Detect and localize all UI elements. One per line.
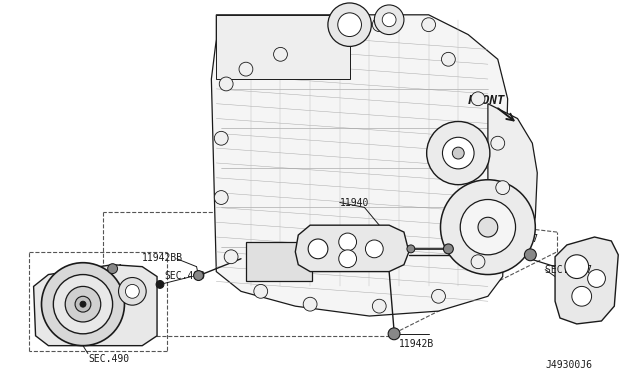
Circle shape (478, 217, 498, 237)
Circle shape (442, 52, 455, 66)
Text: 11942B: 11942B (399, 339, 435, 349)
Circle shape (338, 13, 362, 36)
Polygon shape (246, 242, 312, 282)
Circle shape (382, 13, 396, 27)
Circle shape (374, 5, 404, 35)
Circle shape (407, 245, 415, 253)
Polygon shape (555, 237, 618, 324)
Circle shape (125, 285, 140, 298)
Circle shape (118, 278, 146, 305)
Circle shape (372, 18, 386, 32)
Text: SEC.117: SEC.117 (498, 234, 539, 244)
Circle shape (471, 92, 485, 106)
Text: SEC. 117: SEC. 117 (545, 265, 592, 275)
Circle shape (308, 239, 328, 259)
Circle shape (431, 289, 445, 303)
Circle shape (75, 296, 91, 312)
Circle shape (65, 286, 100, 322)
Circle shape (442, 137, 474, 169)
Circle shape (339, 233, 356, 251)
Circle shape (328, 3, 371, 46)
Circle shape (53, 275, 113, 334)
Circle shape (224, 250, 238, 264)
Circle shape (496, 181, 509, 195)
Circle shape (452, 147, 464, 159)
Circle shape (273, 47, 287, 61)
Circle shape (220, 77, 233, 91)
Circle shape (388, 328, 400, 340)
Circle shape (254, 285, 268, 298)
Text: J49300J6: J49300J6 (545, 360, 592, 371)
Circle shape (339, 250, 356, 267)
Circle shape (588, 270, 605, 288)
Polygon shape (295, 225, 409, 272)
Circle shape (214, 190, 228, 205)
Polygon shape (216, 15, 349, 79)
Circle shape (214, 131, 228, 145)
Circle shape (460, 199, 516, 255)
Circle shape (365, 240, 383, 258)
Polygon shape (488, 104, 537, 272)
Circle shape (239, 62, 253, 76)
Circle shape (427, 122, 490, 185)
Circle shape (422, 18, 436, 32)
Circle shape (108, 264, 118, 273)
Circle shape (42, 263, 124, 346)
Circle shape (471, 255, 485, 269)
Circle shape (524, 249, 536, 261)
Text: FRONT: FRONT (468, 94, 506, 107)
Circle shape (440, 180, 535, 275)
Text: SEC.490: SEC.490 (164, 270, 205, 280)
Circle shape (303, 297, 317, 311)
Text: 11940: 11940 (340, 198, 369, 208)
Circle shape (565, 255, 589, 279)
Circle shape (491, 136, 505, 150)
Text: SEC.490: SEC.490 (88, 353, 129, 363)
Circle shape (193, 270, 204, 280)
Circle shape (80, 301, 86, 307)
Circle shape (572, 286, 591, 306)
Text: 11942BB: 11942BB (142, 253, 183, 263)
Circle shape (372, 299, 386, 313)
Circle shape (444, 244, 453, 254)
Circle shape (156, 280, 164, 288)
Polygon shape (33, 265, 157, 346)
Polygon shape (211, 15, 508, 316)
